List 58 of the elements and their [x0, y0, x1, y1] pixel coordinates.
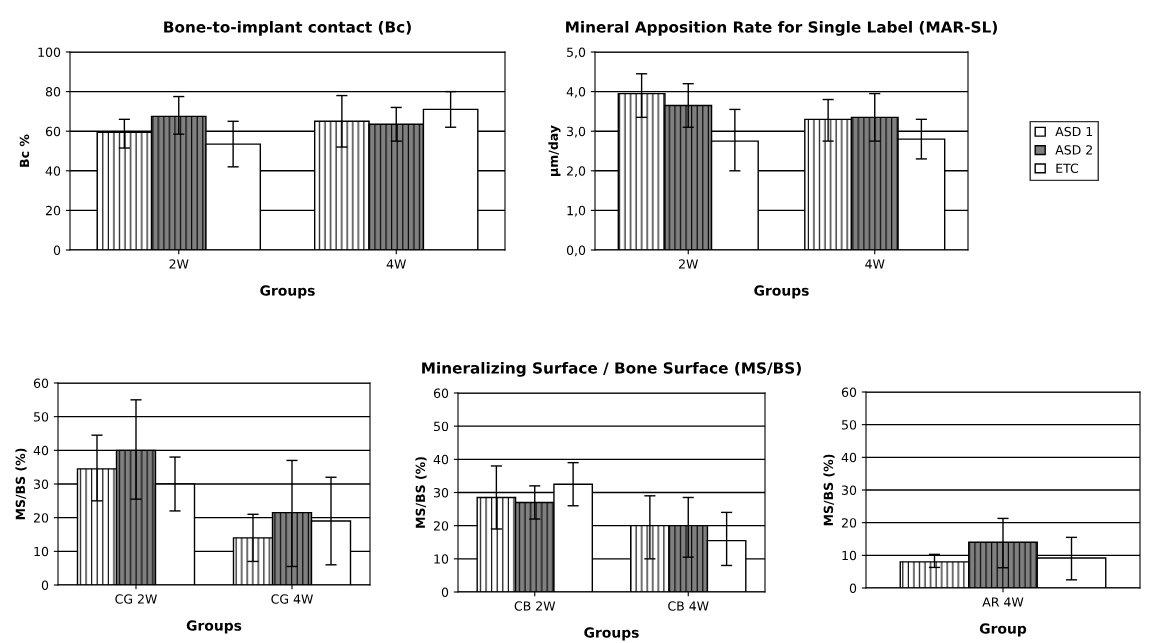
y-tick-label: 50: [434, 421, 449, 432]
x-axis-title: Groups: [584, 627, 639, 641]
y-axis-title: MS/BS (%): [15, 448, 27, 520]
chart-title: Mineralizing Surface / Bone Surface (MS/BS): [422, 361, 801, 377]
x-tick-label: AR 4W: [982, 597, 1024, 607]
y-axis-title: MS/BS (%): [415, 457, 427, 528]
y-tick-label: 10: [34, 546, 49, 557]
legend-label: ASD 2: [1055, 145, 1092, 155]
y-tick-label: 0: [53, 245, 61, 255]
chart-title: Mineral Apposition Rate for Single Label (MAR-SL): [566, 20, 997, 36]
legend-label: ETC: [1056, 163, 1079, 173]
y-axis-title: MS/BS (%): [823, 454, 835, 526]
x-tick-label: CB 4W: [668, 601, 709, 611]
x-tick-label: CB 2W: [514, 601, 556, 611]
y-tick-label: 60: [45, 126, 61, 137]
x-axis-title: Groups: [260, 285, 315, 299]
legend-label: ASD 1: [1055, 126, 1093, 137]
y-tick-label: 3,0: [567, 126, 586, 138]
y-tick-label: 0: [41, 580, 49, 590]
x-tick-label: CG 4W: [271, 594, 313, 604]
y-tick-label: 20: [841, 518, 857, 528]
y-tick-label: 50: [34, 412, 49, 422]
x-axis-title: Group: [979, 623, 1027, 637]
y-tick-label: 10: [842, 550, 857, 561]
y-tick-label: 20: [33, 513, 49, 523]
y-tick-label: 2,0: [567, 166, 586, 177]
y-tick-label: 40: [45, 166, 61, 176]
y-tick-label: 40: [841, 452, 857, 463]
x-tick-label: 2W: [169, 259, 189, 269]
y-tick-label: 100: [38, 47, 61, 57]
y-tick-label: 60: [33, 378, 49, 388]
x-tick-label: 4W: [386, 259, 406, 269]
y-tick-label: 30: [434, 487, 449, 498]
x-tick-label: 2W: [679, 259, 698, 269]
y-tick-label: 80: [45, 87, 61, 97]
y-tick-label: 4,0: [566, 87, 586, 98]
x-axis-title: Groups: [186, 620, 242, 634]
y-tick-label: 0,0: [566, 245, 586, 257]
y-tick-label: 30: [34, 479, 49, 489]
y-tick-label: 40: [33, 445, 49, 456]
y-tick-label: 50: [842, 420, 857, 430]
y-tick-label: 40: [433, 454, 449, 465]
x-tick-label: CG 2W: [115, 594, 157, 604]
y-tick-label: 5,0: [567, 47, 586, 59]
x-axis-title: Groups: [754, 285, 809, 299]
y-tick-label: 20: [45, 205, 61, 216]
y-tick-label: 0: [849, 583, 857, 593]
chart-title: Bone-to-implant contact (Bc): [164, 20, 411, 36]
y-axis-title: µm/day: [548, 125, 561, 176]
y-tick-label: 0: [441, 587, 449, 597]
y-tick-label: 60: [433, 388, 449, 398]
y-tick-label: 60: [841, 387, 857, 397]
y-axis-title: Bc %: [19, 134, 30, 167]
y-tick-label: 30: [842, 485, 857, 495]
x-tick-label: 4W: [865, 259, 885, 269]
y-tick-label: 10: [434, 554, 449, 564]
y-tick-label: 1,0: [567, 205, 586, 217]
y-tick-label: 20: [433, 521, 449, 531]
